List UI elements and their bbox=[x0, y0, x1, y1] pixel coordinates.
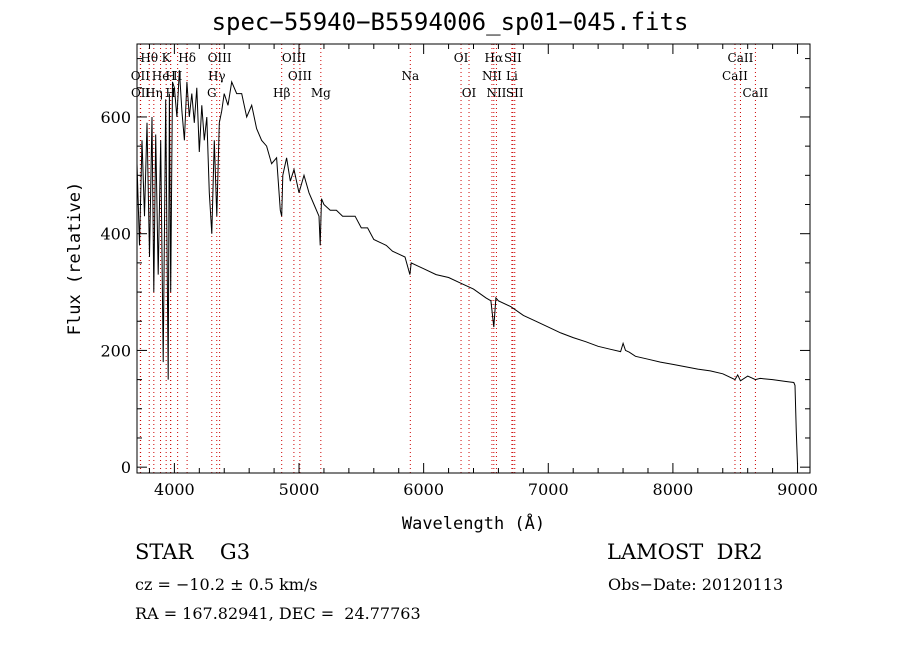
line-label: CaII bbox=[722, 69, 748, 83]
line-label: G bbox=[207, 86, 217, 100]
x-axis-label: Wavelength (Å) bbox=[402, 512, 545, 534]
chart-title: spec−55940−B5594006_sp01−045.fits bbox=[211, 8, 689, 36]
line-label: II bbox=[173, 69, 183, 83]
line-label: Li bbox=[506, 69, 518, 83]
x-tick-label: 9000 bbox=[777, 480, 818, 499]
line-label: SII bbox=[504, 51, 522, 65]
x-tick-label: 8000 bbox=[653, 480, 694, 499]
spectrum-layer bbox=[136, 70, 798, 465]
plot-frame bbox=[136, 43, 811, 474]
line-label: OIII bbox=[282, 51, 306, 65]
x-tick-label: 4000 bbox=[154, 480, 195, 499]
coordinates-text: RA = 167.82941, DEC = 24.77763 bbox=[135, 604, 421, 623]
line-label: CaII bbox=[728, 51, 754, 65]
line-label: OII bbox=[131, 86, 151, 100]
line-label: K bbox=[162, 51, 172, 65]
line-label: Na bbox=[401, 69, 419, 83]
line-label: Hβ bbox=[273, 86, 290, 100]
line-label: CaII bbox=[742, 86, 768, 100]
spectral-line-markers bbox=[139, 44, 756, 473]
line-label: OI bbox=[462, 86, 477, 100]
line-label: OI bbox=[454, 51, 469, 65]
survey-name: LAMOST DR2 bbox=[607, 540, 763, 564]
x-tick-label: 7000 bbox=[528, 480, 569, 499]
y-tick-label: 600 bbox=[100, 108, 131, 127]
line-label: Hθ bbox=[140, 51, 158, 65]
line-label: NII bbox=[482, 69, 502, 83]
line-label: OIII bbox=[208, 51, 232, 65]
line-label: Hγ bbox=[208, 69, 226, 83]
line-label: H bbox=[165, 69, 175, 83]
redshift-text: cz = −10.2 ± 0.5 km/s bbox=[135, 575, 318, 594]
spectrum-line bbox=[136, 70, 798, 465]
x-tick-label: 5000 bbox=[279, 480, 320, 499]
line-label: Hα bbox=[485, 51, 504, 65]
y-tick-label: 400 bbox=[100, 225, 131, 244]
line-label: Mg bbox=[311, 86, 331, 100]
line-label: NII bbox=[486, 86, 506, 100]
y-tick-label: 0 bbox=[121, 458, 131, 477]
observation-date: Obs−Date: 20120113 bbox=[608, 575, 784, 594]
line-label: OIII bbox=[288, 69, 312, 83]
y-axis-label: Flux (relative) bbox=[65, 182, 85, 336]
line-label: He bbox=[152, 69, 170, 83]
line-label: Hδ bbox=[178, 51, 196, 65]
axis-ticks: 4000 5000 6000 7000 8000 9000 0 200 400 600 bbox=[100, 44, 818, 499]
line-label: OII bbox=[131, 69, 151, 83]
line-label: H bbox=[165, 86, 175, 100]
line-label: Hη bbox=[145, 86, 163, 100]
y-tick-label: 200 bbox=[100, 341, 131, 360]
object-class: STAR G3 bbox=[135, 540, 251, 564]
x-tick-label: 6000 bbox=[403, 480, 444, 499]
line-label: SII bbox=[506, 86, 524, 100]
